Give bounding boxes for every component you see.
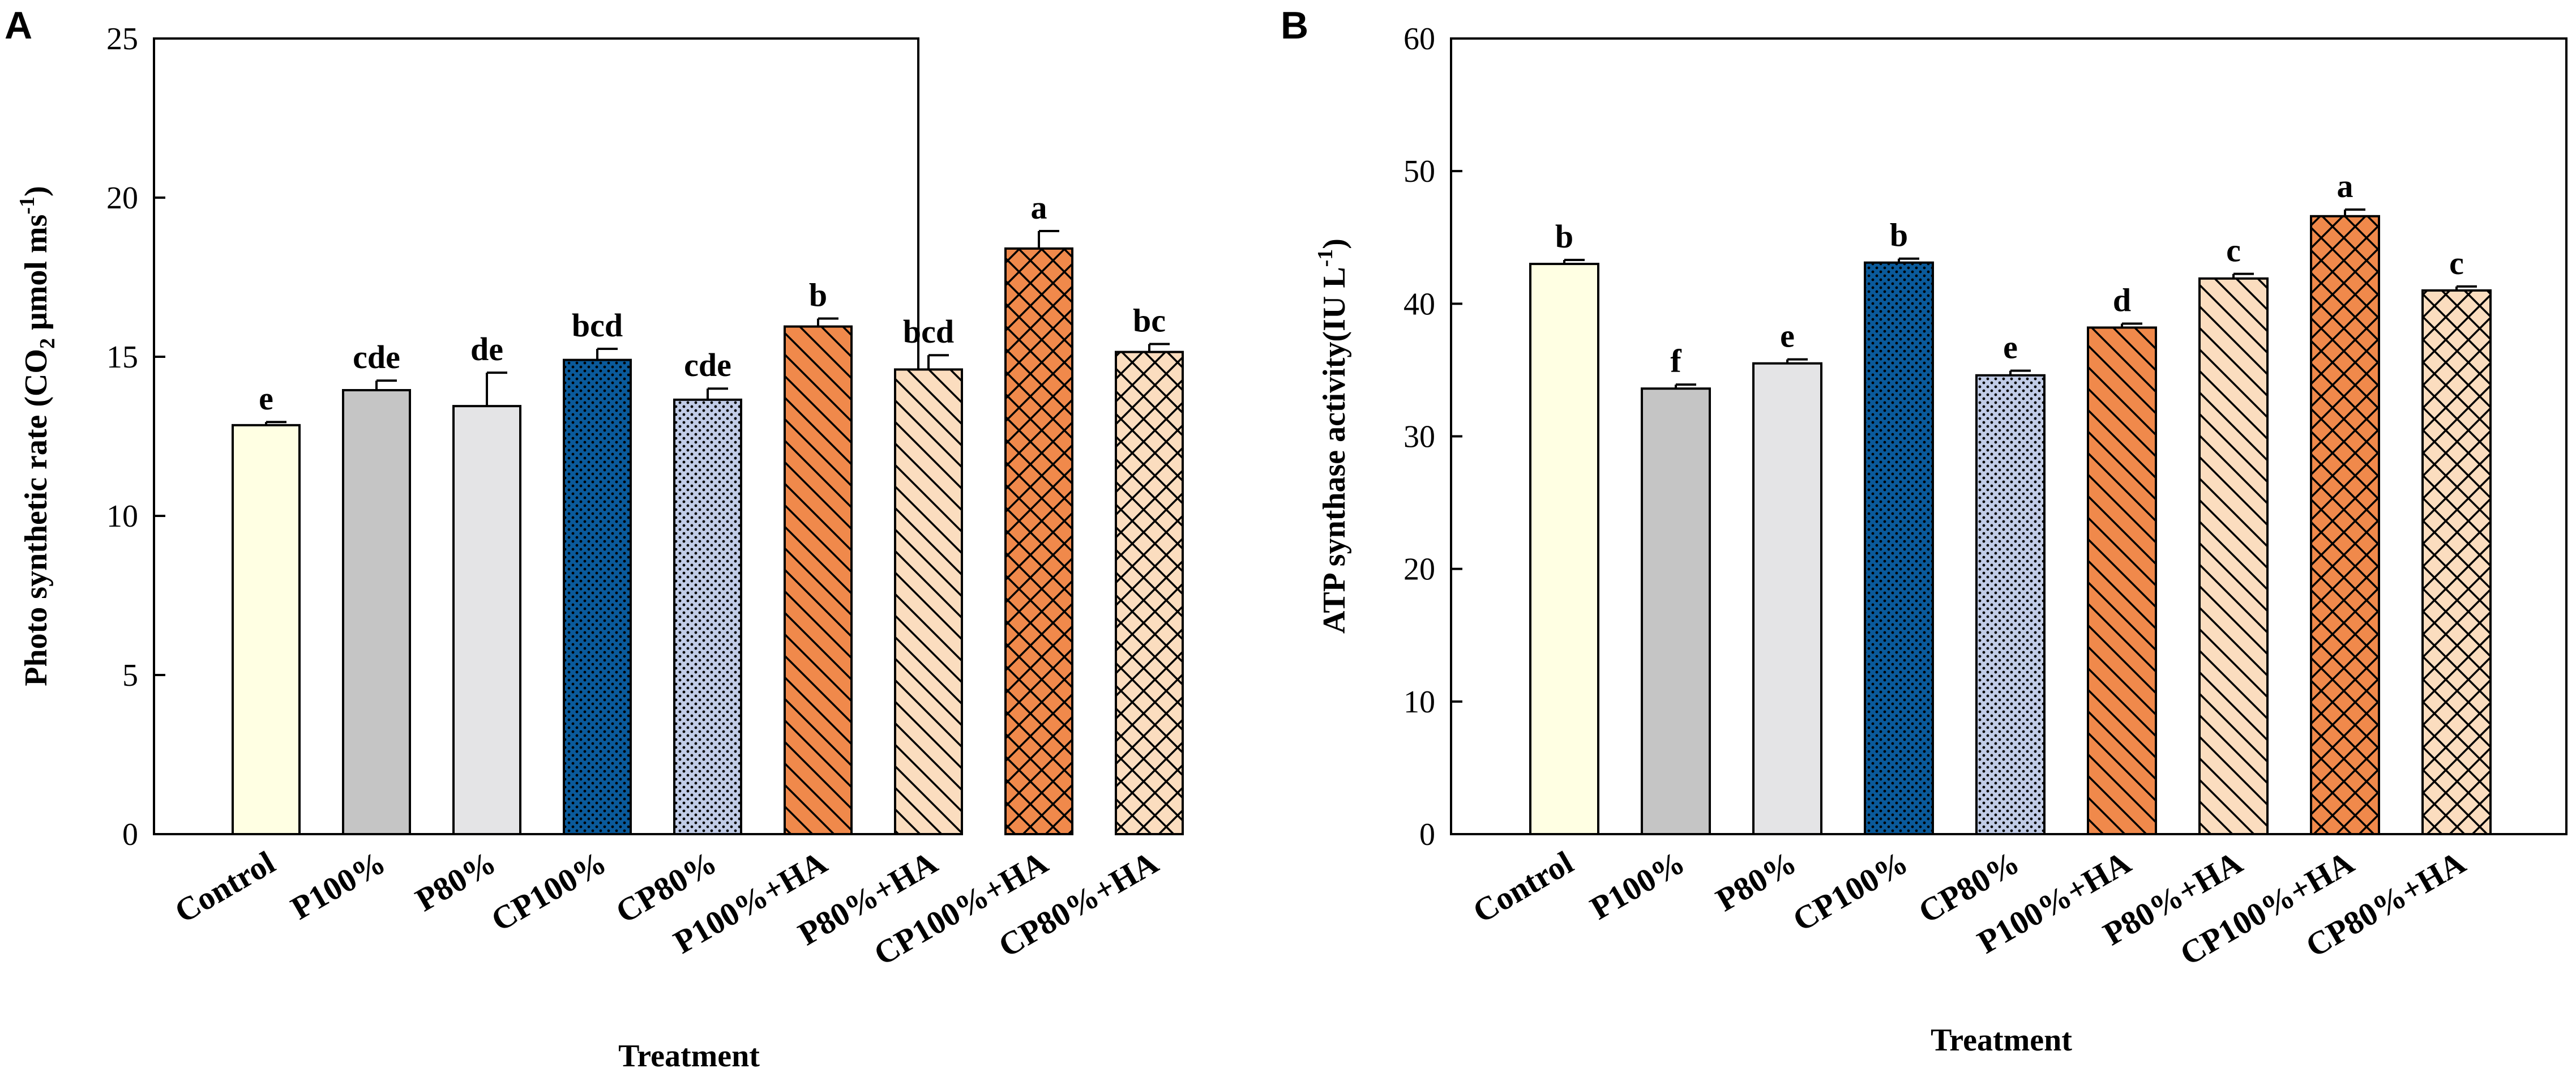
bar-pattern [2088, 327, 2156, 834]
y-axis-title-mid: μmol ms [19, 215, 54, 338]
y-tick-label: 60 [1403, 22, 1435, 57]
bars: e cde de bcd cde b bcd a bc [232, 189, 1184, 835]
y-tick-label: 50 [1403, 154, 1435, 189]
bar [1530, 264, 1598, 834]
significance-label: bcd [903, 313, 954, 350]
significance-label: a [2337, 168, 2354, 204]
bar-pattern [1116, 352, 1183, 834]
bar-pattern [2423, 290, 2491, 834]
y-tick-label: 5 [122, 658, 138, 693]
significance-label: cde [684, 347, 731, 383]
x-tick-label: P100% [285, 844, 392, 927]
y-tick-label: 10 [1403, 685, 1435, 720]
y-axis-title-end: ) [1317, 238, 1352, 249]
y-axis-ticks: 0 10 20 30 40 50 60 [1403, 22, 1462, 852]
bar-pattern [564, 360, 631, 834]
significance-label: b [1555, 218, 1573, 255]
x-tick-label: Control [1466, 844, 1579, 930]
y-axis-title-sub: 2 [36, 338, 59, 349]
y-axis-title: ATP synthase activity(IU L-1) [1313, 238, 1352, 634]
bar-pattern [1976, 375, 2044, 834]
significance-label: bcd [572, 307, 623, 344]
y-tick-label: 20 [106, 181, 138, 216]
significance-label: f [1670, 343, 1681, 379]
significance-label: c [2449, 245, 2464, 281]
significance-label: e [2003, 329, 2018, 366]
significance-label: b [809, 277, 827, 314]
y-tick-label: 0 [122, 817, 138, 852]
x-tick-label: CP100% [1786, 844, 1914, 938]
y-axis-title-main: ATP synthase activity(IU L [1317, 267, 1352, 634]
bar-pattern [785, 326, 851, 834]
significance-label: d [2113, 281, 2131, 318]
panel-label: A [5, 4, 32, 47]
y-axis-title-sup: -1 [1313, 249, 1337, 267]
y-tick-label: 30 [1403, 420, 1435, 455]
significance-label: de [470, 331, 503, 368]
significance-label: b [1890, 217, 1908, 254]
bar-pattern [1865, 262, 1933, 834]
y-axis-title-end: ) [19, 186, 54, 197]
bar [1753, 363, 1821, 834]
panel-b: B 0 10 20 30 40 50 60 b f e b e d c a c Control P100% P8… [1281, 4, 2568, 1058]
significance-label: bc [1133, 302, 1166, 339]
bar [343, 390, 410, 834]
x-axis-tick-labels: Control P100% P80%CP100%CP80%P100%+HAP80%+… [168, 844, 1164, 973]
significance-label: c [2226, 232, 2241, 269]
significance-label: e [259, 380, 273, 417]
bars: b f e b e d c a c [1529, 168, 2492, 836]
bar-pattern [1005, 248, 1072, 834]
x-tick-label: P100% [1584, 844, 1691, 927]
x-tick-label: Control [168, 844, 281, 930]
y-tick-label: 0 [1419, 817, 1435, 852]
panel-a: A 0 5 10 15 20 25 e cde de bcd cde b bcd a bc Control… [5, 4, 1184, 1074]
bar-pattern [895, 369, 962, 834]
x-axis-title: Treatment [618, 1039, 760, 1074]
x-axis-tick-labels: Control P100% P80%CP100%CP80%P100%+HAP80%+… [1466, 844, 2471, 973]
y-axis-title-main: Photo synthetic rate (CO [19, 349, 54, 686]
bar [233, 425, 299, 834]
y-tick-label: 40 [1403, 287, 1435, 322]
bar-pattern [2311, 216, 2379, 834]
bar-pattern [674, 399, 741, 834]
y-tick-label: 10 [106, 499, 138, 534]
y-axis-title-sup: -1 [15, 197, 39, 215]
bar [453, 406, 520, 834]
x-axis-title: Treatment [1931, 1023, 2072, 1058]
y-tick-label: 20 [1403, 552, 1435, 587]
significance-label: cde [353, 339, 400, 375]
significance-label: a [1031, 189, 1047, 226]
y-tick-label: 25 [106, 22, 138, 57]
bar [1642, 388, 1710, 834]
y-axis-ticks: 0 5 10 15 20 25 [106, 22, 165, 852]
significance-label: e [1780, 318, 1795, 354]
y-tick-label: 15 [106, 340, 138, 375]
bar-pattern [2200, 278, 2267, 834]
y-axis-title: Photo synthetic rate (CO2 μmol ms-1) [15, 186, 59, 686]
x-tick-label: CP100% [485, 844, 612, 938]
panel-label: B [1281, 4, 1308, 47]
